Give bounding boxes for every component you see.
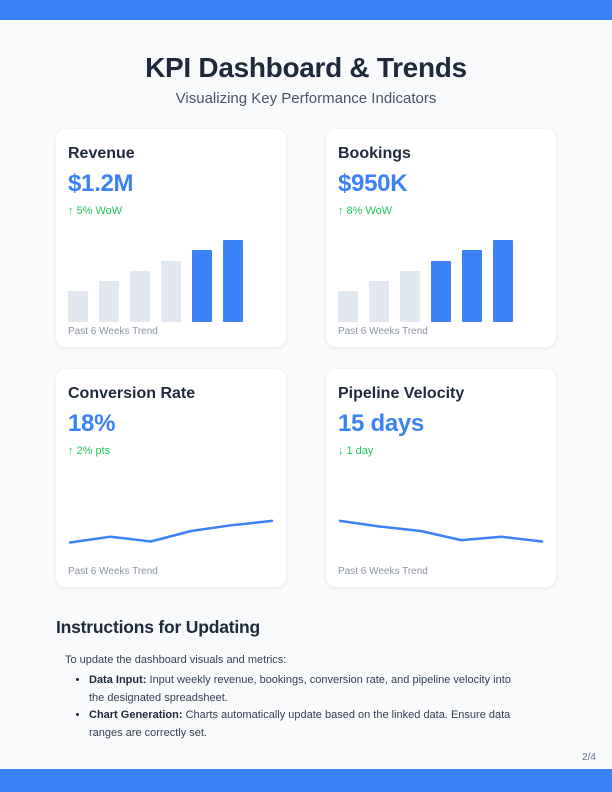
bullet-text: Charts automatically update based on the… xyxy=(89,709,511,739)
card-value: 18% xyxy=(68,410,116,437)
arrow-up-icon: ↑ xyxy=(68,205,74,217)
bar xyxy=(99,281,119,322)
page-header: KPI Dashboard & Trends Visualizing Key P… xyxy=(56,50,556,107)
page-title: KPI Dashboard & Trends xyxy=(145,52,467,83)
page-subtitle: Visualizing Key Performance Indicators xyxy=(175,90,437,107)
card-delta-text: 2% pts xyxy=(76,445,111,457)
bar xyxy=(338,290,358,322)
kpi-card-bookings: Bookings $950K ↑ 8% WoW Past 6 Weeks Tren… xyxy=(326,129,556,347)
card-title: Revenue xyxy=(68,145,135,162)
bullet-label: Data Input: xyxy=(89,674,147,686)
card-delta: ↑ 8% WoW xyxy=(338,205,544,217)
kpi-card-conversion-rate: Conversion Rate 18% ↑ 2% pts Past 6 Weeks… xyxy=(56,369,286,587)
arrow-down-icon: ↓ xyxy=(338,445,344,457)
instructions-title: Instructions for Updating xyxy=(56,617,261,637)
list-item: Data Input: Input weekly revenue, bookin… xyxy=(89,672,521,707)
arrow-up-icon: ↑ xyxy=(338,205,344,217)
page-content: KPI Dashboard & Trends Visualizing Key P… xyxy=(56,20,556,742)
bar xyxy=(161,261,181,322)
bar xyxy=(369,281,389,322)
bar xyxy=(223,240,243,322)
bar xyxy=(192,249,212,322)
card-delta: ↓ 1 day xyxy=(338,445,544,457)
instructions-list: Data Input: Input weekly revenue, bookin… xyxy=(65,672,556,742)
card-delta: ↑ 2% pts xyxy=(68,445,274,457)
bottom-accent-bar xyxy=(0,769,612,792)
card-title: Pipeline Velocity xyxy=(338,385,465,402)
instructions-section: Instructions for Updating To update the … xyxy=(56,617,556,742)
pipeline-line-chart xyxy=(338,506,544,554)
bookings-bar-chart xyxy=(338,240,544,322)
kpi-card-pipeline-velocity: Pipeline Velocity 15 days ↓ 1 day Past 6 … xyxy=(326,369,556,587)
bar xyxy=(400,271,420,322)
card-title: Conversion Rate xyxy=(68,385,196,402)
card-delta-text: 8% WoW xyxy=(346,205,393,217)
list-item: Chart Generation: Charts automatically u… xyxy=(89,707,521,742)
card-value: 15 days xyxy=(338,410,424,437)
revenue-bar-chart xyxy=(68,240,274,322)
bar xyxy=(130,271,150,322)
card-title: Bookings xyxy=(338,145,411,162)
card-caption: Past 6 Weeks Trend xyxy=(68,326,158,337)
bar xyxy=(431,260,451,322)
bullet-text: Input weekly revenue, bookings, conversi… xyxy=(89,674,511,704)
card-delta: ↑ 5% WoW xyxy=(68,205,274,217)
top-accent-bar xyxy=(0,0,612,20)
instructions-intro: To update the dashboard visuals and metr… xyxy=(65,654,287,666)
arrow-up-icon: ↑ xyxy=(68,445,74,457)
conversion-line-chart xyxy=(68,506,274,554)
card-caption: Past 6 Weeks Trend xyxy=(68,566,158,577)
bar xyxy=(462,249,482,322)
kpi-card-revenue: Revenue $1.2M ↑ 5% WoW Past 6 Weeks Trend xyxy=(56,129,286,347)
bar xyxy=(68,290,88,322)
kpi-cards-grid: Revenue $1.2M ↑ 5% WoW Past 6 Weeks Trend… xyxy=(56,129,556,587)
bar xyxy=(493,240,513,322)
card-delta-text: 1 day xyxy=(346,445,374,457)
card-caption: Past 6 Weeks Trend xyxy=(338,326,428,337)
page-number: 2/4 xyxy=(582,752,596,763)
card-value: $950K xyxy=(338,170,408,197)
card-value: $1.2M xyxy=(68,170,134,197)
card-delta-text: 5% WoW xyxy=(76,205,123,217)
card-caption: Past 6 Weeks Trend xyxy=(338,566,428,577)
bullet-label: Chart Generation: xyxy=(89,709,183,722)
